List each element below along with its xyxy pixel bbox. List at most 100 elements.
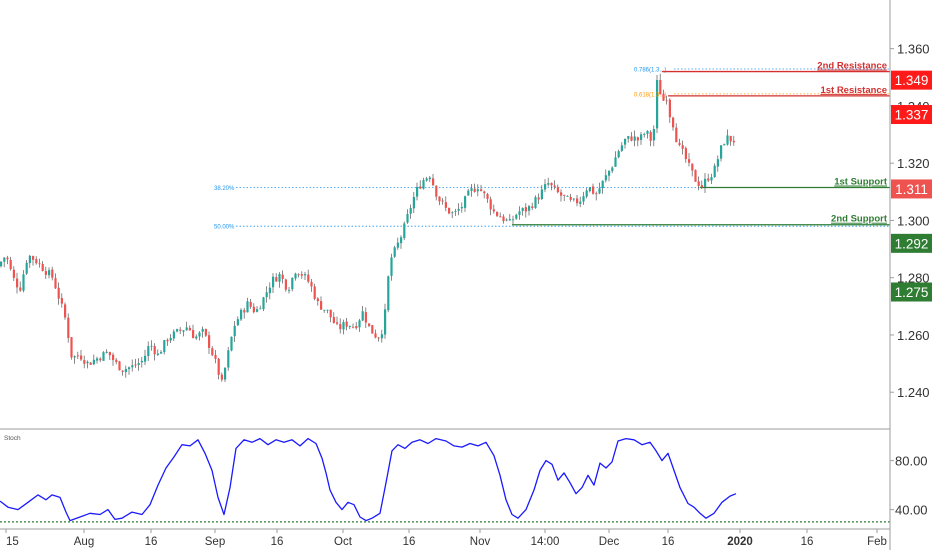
candle-body — [345, 321, 348, 327]
candle-body — [73, 356, 76, 358]
candle-body — [531, 206, 534, 209]
level-label: 1st Support — [834, 177, 888, 188]
candle-body — [128, 367, 131, 370]
candle-body — [716, 159, 719, 167]
candle-body — [147, 346, 150, 357]
candle-body — [28, 255, 31, 264]
candle-body — [153, 346, 156, 355]
level-label: 2nd Resistance — [817, 61, 887, 72]
y-tick-label: 1.260 — [897, 328, 930, 343]
x-tick-label: Sep — [205, 536, 225, 548]
stoch-tick-label: 40.00 — [895, 503, 928, 518]
x-tick-label: Oct — [334, 536, 353, 548]
candle-body — [585, 190, 588, 197]
candle-body — [390, 257, 393, 276]
candle-body — [576, 198, 579, 204]
candle-body — [281, 274, 284, 280]
candle-body — [252, 306, 255, 313]
candle-body — [512, 219, 515, 221]
x-tick-label: 14:00 — [531, 536, 560, 548]
candle-body — [169, 337, 172, 341]
candle-body — [521, 207, 524, 211]
candle-body — [630, 136, 633, 141]
level-label: 2nd Support — [831, 214, 888, 225]
candle-body — [620, 145, 623, 151]
candle-body — [537, 197, 540, 200]
candle-body — [588, 187, 591, 192]
candle-body — [310, 281, 313, 287]
level-label: 1st Resistance — [820, 85, 887, 96]
candle-body — [284, 279, 287, 290]
candle-body — [425, 178, 428, 181]
candle-body — [268, 287, 271, 294]
candle-body — [12, 269, 15, 278]
candle-body — [86, 361, 89, 364]
candle-body — [300, 274, 303, 276]
candle-body — [48, 270, 51, 276]
candle-body — [304, 274, 307, 276]
candle-body — [646, 131, 649, 134]
candle-body — [307, 274, 310, 282]
candle-body — [400, 237, 403, 244]
candle-body — [556, 187, 559, 193]
candle-body — [374, 333, 377, 338]
candle-body — [732, 140, 735, 143]
x-tick-label: Feb — [867, 536, 887, 548]
candle-body — [454, 211, 457, 212]
candle-body — [35, 259, 38, 264]
candle-body — [467, 190, 470, 196]
candle-body — [89, 362, 92, 365]
candle-body — [665, 100, 668, 102]
candle-body — [700, 185, 703, 188]
candle-body — [406, 214, 409, 223]
candle-body — [64, 304, 67, 318]
candle-body — [502, 216, 505, 222]
candle-body — [649, 131, 652, 141]
y-tick-label: 1.240 — [897, 385, 930, 400]
candle-body — [384, 309, 387, 335]
candle-body — [316, 298, 319, 302]
x-tick-label: 16 — [145, 536, 158, 548]
x-tick-label: 16 — [662, 536, 675, 548]
candle-body — [470, 188, 473, 191]
candle-body — [656, 80, 659, 129]
candle-body — [496, 212, 499, 216]
candle-body — [240, 309, 243, 320]
candle-body — [572, 198, 575, 200]
x-tick-label: 15 — [6, 536, 19, 548]
stoch-line — [0, 437, 737, 522]
candle-body — [19, 287, 22, 291]
candle-body — [236, 319, 239, 326]
candle-body — [198, 332, 201, 337]
fib-level-label: 50.00% — [214, 225, 235, 231]
candle-body — [214, 354, 217, 359]
candle-body — [259, 308, 262, 310]
candle-body — [393, 247, 396, 257]
candle-body — [441, 200, 444, 202]
candle-body — [432, 178, 435, 186]
candle-body — [102, 352, 105, 361]
candle-body — [659, 79, 662, 95]
candle-body — [457, 208, 460, 211]
candle-body — [726, 135, 729, 145]
candle-body — [611, 167, 614, 172]
price-tag-label: 1.349 — [895, 73, 929, 88]
candle-body — [361, 311, 364, 321]
stoch-tick-label: 80.00 — [895, 454, 928, 469]
candle-body — [44, 271, 47, 275]
price-tag-label: 1.311 — [895, 182, 928, 197]
candle-body — [617, 151, 620, 158]
candle-body — [41, 263, 44, 271]
candle-body — [515, 214, 518, 219]
candle-body — [348, 326, 351, 327]
candle-body — [262, 297, 265, 310]
price-tag — [891, 70, 932, 90]
price-tag — [891, 179, 932, 199]
candle-body — [166, 339, 169, 342]
x-tick-label: 16 — [801, 536, 814, 548]
candle-body — [729, 135, 732, 142]
level-labels-layer: 0.786(1.3...) 0.618(1.3...) 38.20% 50.00% 2n… — [214, 61, 888, 231]
candle-body — [566, 196, 569, 197]
candle-body — [380, 334, 383, 339]
candle-body — [598, 188, 601, 194]
